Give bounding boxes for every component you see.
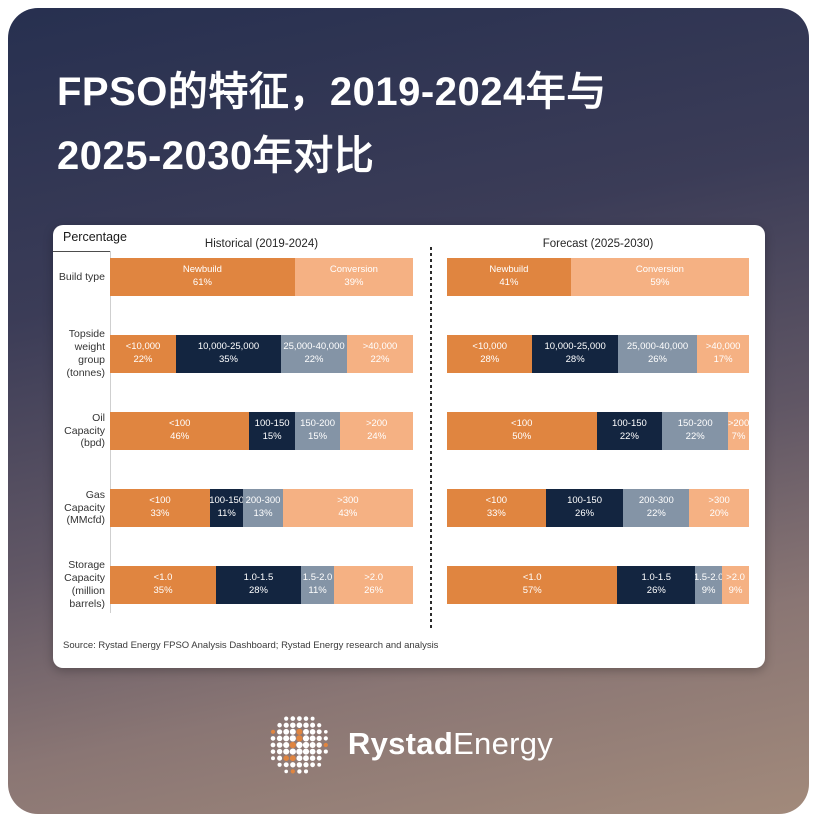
logo-wordmark-bold: Rystad xyxy=(347,726,454,761)
chart-row-gas-capacity: Gas Capacity (MMcfd) <100 33% 100-150 11% 200-3… xyxy=(53,489,765,527)
bar-segment: 10,000-25,000 28% xyxy=(532,335,618,373)
bar-segment: 200-300 13% xyxy=(243,489,283,527)
page-title: FPSO的特征，2019-2024年与 2025-2030年对比 xyxy=(57,60,757,188)
forecast-bar-gas-capacity: <100 33% 100-150 26% 200-300 22% >300 20% xyxy=(447,489,749,527)
slide-background: FPSO的特征，2019-2024年与 2025-2030年对比 Percent… xyxy=(8,8,809,814)
bar-segment: 1.5-2.0 11% xyxy=(300,566,335,604)
panel-header-historical: Historical (2019-2024) xyxy=(204,238,319,250)
bar-segment: 100-150 26% xyxy=(545,489,624,527)
row-label-topside-weight-group: Topside weight group (tonnes) xyxy=(66,328,105,379)
page-title-line2: 2025-2030年对比 xyxy=(57,134,375,178)
historical-bar-storage-capacity: <1.0 35% 1.0-1.5 28% 1.5-2.0 11% >2.0 26% xyxy=(110,566,413,604)
historical-bar-gas-capacity: <100 33% 100-150 11% 200-300 13% >300 43% xyxy=(110,489,413,527)
bar-segment: >200 7% xyxy=(728,412,749,450)
forecast-bar-topside-weight-group: <10,000 28% 10,000-25,000 28% 25,000-40,000 2… xyxy=(447,335,749,373)
chart-row-oil-capacity: Oil Capacity (bpd) <100 46% 100-150 15% 150-200… xyxy=(53,412,765,450)
bar-segment: 1.0-1.5 26% xyxy=(617,566,696,604)
bar-segment: <100 50% xyxy=(447,412,597,450)
forecast-bar-oil-capacity: <100 50% 100-150 22% 150-200 22% >200 7% xyxy=(447,412,749,450)
row-label-storage-capacity: Storage Capacity (million barrels) xyxy=(64,559,105,610)
panel-divider-dashed-line xyxy=(430,247,432,629)
bar-segment: Newbuild 41% xyxy=(447,258,571,296)
bar-segment: <1.0 57% xyxy=(447,566,618,604)
bar-segment: 25,000-40,000 22% xyxy=(281,335,347,373)
row-label-gas-capacity: Gas Capacity (MMcfd) xyxy=(64,488,105,527)
chart-card: Percentage Historical (2019-2024) Foreca… xyxy=(53,225,765,668)
panel-header-forecast: Forecast (2025-2030) xyxy=(542,238,654,250)
globe-icon xyxy=(270,716,328,774)
row-label-build-type: Build type xyxy=(58,270,105,283)
bar-segment: <100 33% xyxy=(447,489,546,527)
source-note: Source: Rystad Energy FPSO Analysis Dash… xyxy=(63,640,439,651)
bar-segment: 1.0-1.5 28% xyxy=(216,566,301,604)
forecast-bar-storage-capacity: <1.0 57% 1.0-1.5 26% 1.5-2.0 9% >2.0 9% xyxy=(447,566,749,604)
bar-segment: >40,000 17% xyxy=(697,335,749,373)
forecast-bar-build-type: Newbuild 41% Conversion 59% xyxy=(447,258,749,296)
bar-segment: 200-300 22% xyxy=(623,489,690,527)
axis-title: Percentage xyxy=(63,230,127,244)
bar-segment: Conversion 39% xyxy=(294,258,413,296)
rystad-energy-logo: RystadEnergy xyxy=(264,710,553,778)
bar-segment: >200 24% xyxy=(340,412,413,450)
bar-segment: >40,000 22% xyxy=(347,335,413,373)
bar-segment: 100-150 15% xyxy=(249,412,295,450)
bar-segment: Newbuild 61% xyxy=(110,258,295,296)
historical-bar-build-type: Newbuild 61% Conversion 39% xyxy=(110,258,413,296)
bar-segment: 150-200 15% xyxy=(294,412,341,450)
row-label-oil-capacity: Oil Capacity (bpd) xyxy=(64,411,105,450)
chart-row-storage-capacity: Storage Capacity (million barrels) <1.0 35% 1.… xyxy=(53,559,765,610)
page-title-line1: FPSO的特征，2019-2024年与 xyxy=(57,70,607,114)
chart-row-build-type: Build type Newbuild 61% Conversion 39% Newbui… xyxy=(53,258,765,296)
bar-segment: Conversion 59% xyxy=(570,258,749,296)
bar-segment: <100 33% xyxy=(110,489,210,527)
logo-wordmark-light: Energy xyxy=(453,726,554,761)
bar-segment: <10,000 28% xyxy=(447,335,533,373)
bar-segment: 100-150 22% xyxy=(596,412,663,450)
bar-segment: >2.0 9% xyxy=(722,566,749,604)
bar-segment: <100 46% xyxy=(110,412,250,450)
historical-bar-oil-capacity: <100 46% 100-150 15% 150-200 15% >200 24% xyxy=(110,412,413,450)
bar-segment: <10,000 22% xyxy=(110,335,176,373)
logo-wordmark: RystadEnergy xyxy=(348,726,553,762)
chart-row-topside-weight-group: Topside weight group (tonnes) <10,000 22% 10,0… xyxy=(53,328,765,379)
bar-segment: >300 20% xyxy=(689,489,749,527)
bar-segment: 150-200 22% xyxy=(662,412,729,450)
bar-segment: 100-150 11% xyxy=(209,489,244,527)
bar-segment: 10,000-25,000 35% xyxy=(176,335,281,373)
bar-segment: <1.0 35% xyxy=(110,566,217,604)
bar-segment: 25,000-40,000 26% xyxy=(617,335,698,373)
historical-bar-topside-weight-group: <10,000 22% 10,000-25,000 35% 25,000-40,000 2… xyxy=(110,335,413,373)
bar-segment: >300 43% xyxy=(282,489,413,527)
axis-corner-line xyxy=(53,251,111,252)
bar-segment: >2.0 26% xyxy=(334,566,413,604)
bar-segment: 1.5-2.0 9% xyxy=(695,566,723,604)
